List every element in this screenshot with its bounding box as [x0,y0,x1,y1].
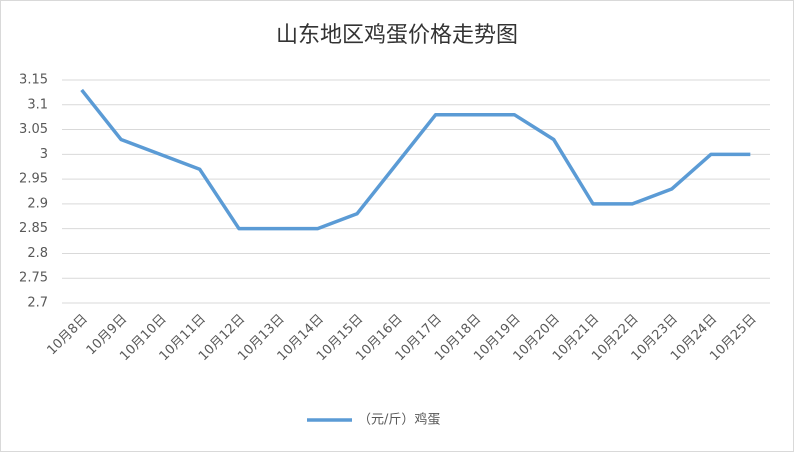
y-tick-label: 2.75 [19,271,48,286]
y-tick-label: 3.1 [27,97,48,112]
y-tick-label: 3.15 [19,73,48,88]
chart-title: 山东地区鸡蛋价格走势图 [276,23,518,48]
y-tick-label: 3.05 [19,122,48,137]
y-tick-label: 3 [40,147,48,162]
y-tick-label: 2.7 [27,296,48,311]
legend-label: （元/斤）鸡蛋 [358,412,440,428]
y-tick-label: 2.9 [27,196,48,211]
y-tick-label: 2.85 [19,221,48,236]
y-tick-label: 2.95 [19,172,48,187]
line-series [80,88,751,231]
y-tick-label: 2.8 [27,246,48,261]
